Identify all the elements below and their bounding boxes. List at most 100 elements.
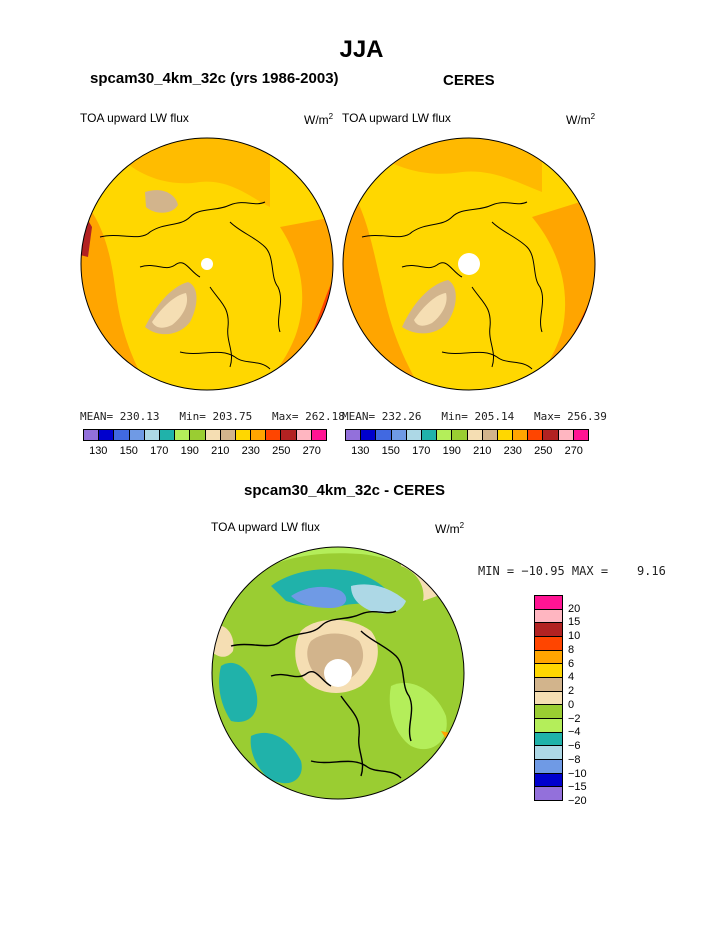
panel-1-stats: MEAN= 230.13 Min= 203.75 Max= 262.18 [80,410,345,423]
diff-colorbar-swatch [535,705,562,720]
cbar1-swatch [114,430,130,440]
diff-fill-teal-south [250,732,302,784]
colorbar-tick-label: 190 [442,445,461,457]
colorbar-tick-label: 170 [150,445,169,457]
cbar1-swatch [281,430,297,440]
panel-2-map-border [342,137,596,391]
diff-panel-units-label: W/m2 [435,521,465,536]
colorbar-tick-label: 210 [473,445,492,457]
cbar1-swatch [205,430,221,440]
panel-1-map-border [80,137,334,391]
panel-1-polar-map [80,137,334,391]
diff-colorbar-tick-label: 8 [568,643,575,656]
panel-1-colorbar [83,429,327,441]
cbar1-swatch [190,430,206,440]
panel-1-fill-tan-siberia [145,190,178,213]
diff-colorbar-tick-label: −6 [568,740,581,753]
colorbar-tick-label: 150 [119,445,138,457]
diff-colorbar-tick-label: 6 [568,657,575,670]
diff-map-border [211,546,465,800]
diff-fill-orange-east [441,731,464,799]
cbar1-swatch [84,430,100,440]
diff-panel-variable-label: TOA upward LW flux [211,520,320,534]
cbar2-swatch [467,430,483,440]
cbar1-swatch [311,430,326,440]
cbar2-swatch [361,430,377,440]
diff-colorbar-swatch [535,760,562,774]
diff-colorbar-tick-label: −8 [568,753,581,766]
panel-1-title: spcam30_4km_32c (yrs 1986-2003) [90,70,339,87]
cbar1-swatch [266,430,282,440]
diff-colorbar-swatch [535,691,562,706]
cbar1-swatch [99,430,115,440]
panel-2-fill-wheat-greenland [414,293,447,326]
diff-fill-blue-north [291,586,347,608]
colorbar-tick-label: 130 [351,445,370,457]
colorbar-tick-label: 130 [89,445,108,457]
panel-2-coastlines [361,201,544,370]
cbar2-swatch [528,430,544,440]
colorbar-tick-label: 210 [211,445,230,457]
cbar2-swatch [376,430,392,440]
cbar1-swatch [235,430,252,440]
cbar1-swatch [129,430,145,440]
cbar2-swatch [497,430,514,440]
diff-colorbar-swatch [535,719,562,733]
diff-fill-lightblue-northeast [351,584,406,614]
cbar1-swatch [251,430,267,440]
diff-colorbar-swatch [535,773,562,788]
diff-colorbar-tick-label: 10 [568,630,581,643]
cbar1-swatch [144,430,160,440]
diff-colorbar-swatch [535,623,562,638]
cbar2-swatch [391,430,407,440]
colorbar-tick-label: 250 [272,445,291,457]
panel-2-stats: MEAN= 232.26 Min= 205.14 Max= 256.39 [342,410,607,423]
colorbar-tick-label: 270 [564,445,583,457]
cbar2-swatch [421,430,438,440]
diff-colorbar-tick-label: −2 [568,712,581,725]
cbar2-swatch [543,430,559,440]
diff-colorbar-tick-label: 20 [568,602,581,615]
colorbar-tick-label: 270 [302,445,321,457]
colorbar-tick-label: 230 [503,445,522,457]
cbar2-swatch [558,430,574,440]
diff-panel-stats: MIN = −10.95 MAX = 9.16 [478,564,666,578]
colorbar-tick-label: 170 [412,445,431,457]
cbar1-swatch [159,430,176,440]
panel-1-coastlines [99,201,282,370]
diff-colorbar-tick-label: −15 [568,781,587,794]
panel-1-pole-hole [201,258,213,270]
diff-colorbar [534,595,563,801]
cbar2-swatch [573,430,588,440]
diff-colorbar-swatch [535,609,562,624]
diff-colorbar-swatch [535,637,562,651]
diff-fill-lightgreen-east [389,682,447,750]
diff-colorbar-tick-label: −4 [568,726,581,739]
diff-colorbar-swatch [535,732,562,747]
diff-colorbar-swatch [535,596,562,610]
diff-colorbar-tick-label: −10 [568,767,587,780]
diff-colorbar-tick-label: 0 [568,698,575,711]
diff-colorbar-swatch [535,746,562,761]
diff-colorbar-tick-label: 4 [568,671,575,684]
colorbar-tick-label: 190 [180,445,199,457]
panel-2-variable-label: TOA upward LW flux [342,111,451,125]
cbar2-swatch [482,430,498,440]
cbar2-swatch [437,430,453,440]
cbar2-swatch [452,430,468,440]
diff-colorbar-swatch [535,664,562,679]
diff-colorbar-tick-label: 15 [568,616,581,629]
diff-coastlines [230,610,413,779]
panel-1-fill-wheat-greenland [152,293,188,328]
cbar2-swatch [346,430,362,440]
cbar1-swatch [220,430,236,440]
panel-2-polar-map [342,137,596,391]
colorbar-tick-label: 250 [534,445,553,457]
panel-2-colorbar [345,429,589,441]
panel-2-title: CERES [443,72,495,89]
diff-pole-hole [324,659,352,687]
diff-polar-map [211,546,465,800]
cbar2-swatch [513,430,529,440]
panel-2-pole-hole [458,253,480,275]
diff-colorbar-swatch [535,787,562,801]
